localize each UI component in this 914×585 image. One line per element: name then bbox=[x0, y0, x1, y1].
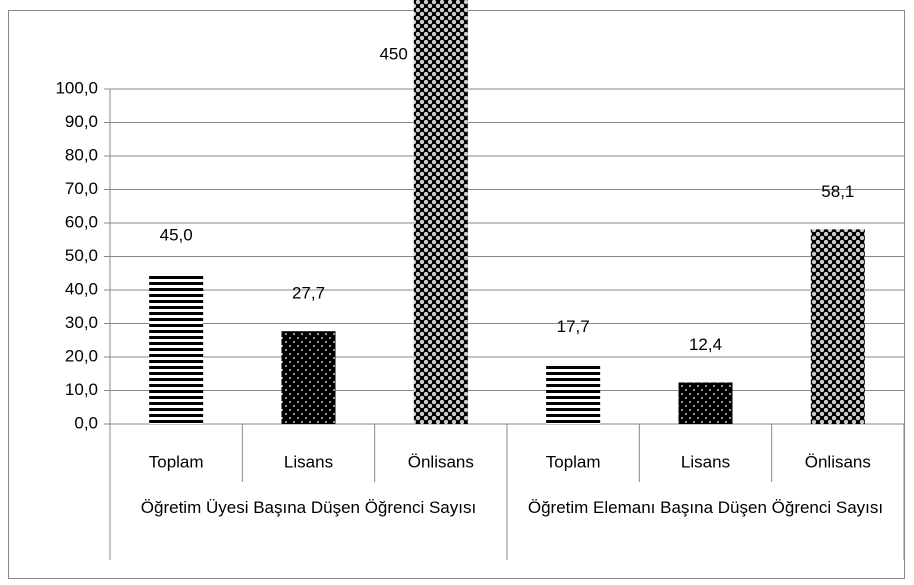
x-tick-label: Lisans bbox=[284, 452, 333, 471]
y-tick-label: 80,0 bbox=[65, 145, 98, 164]
bar bbox=[413, 0, 468, 424]
y-tick-label: 70,0 bbox=[65, 179, 98, 198]
group-label: Öğretim Üyesi Başına Düşen Öğrenci Sayıs… bbox=[140, 498, 477, 517]
group-label: Öğretim Elemanı Başına Düşen Öğrenci Say… bbox=[527, 498, 884, 517]
value-label: 450 bbox=[379, 44, 407, 63]
bar bbox=[546, 364, 601, 424]
y-tick-label: 0,0 bbox=[74, 413, 98, 432]
value-label: 45,0 bbox=[160, 226, 193, 245]
y-tick-label: 30,0 bbox=[65, 313, 98, 332]
y-tick-label: 100,0 bbox=[55, 78, 98, 97]
x-tick-label: Önlisans bbox=[408, 452, 474, 471]
value-label: 58,1 bbox=[821, 182, 854, 201]
y-tick-label: 20,0 bbox=[65, 346, 98, 365]
bar bbox=[149, 273, 204, 424]
bar bbox=[281, 331, 336, 424]
y-tick-label: 50,0 bbox=[65, 246, 98, 265]
x-tick-label: Toplam bbox=[149, 452, 204, 471]
y-tick-label: 90,0 bbox=[65, 112, 98, 131]
bar bbox=[678, 382, 733, 424]
bar bbox=[810, 229, 865, 424]
value-label: 12,4 bbox=[689, 335, 722, 354]
value-label: 27,7 bbox=[292, 284, 325, 303]
x-tick-label: Lisans bbox=[681, 452, 730, 471]
value-label: 17,7 bbox=[557, 317, 590, 336]
y-tick-label: 10,0 bbox=[65, 380, 98, 399]
y-tick-label: 60,0 bbox=[65, 212, 98, 231]
x-tick-label: Önlisans bbox=[805, 452, 871, 471]
x-tick-label: Toplam bbox=[546, 452, 601, 471]
y-tick-label: 40,0 bbox=[65, 279, 98, 298]
